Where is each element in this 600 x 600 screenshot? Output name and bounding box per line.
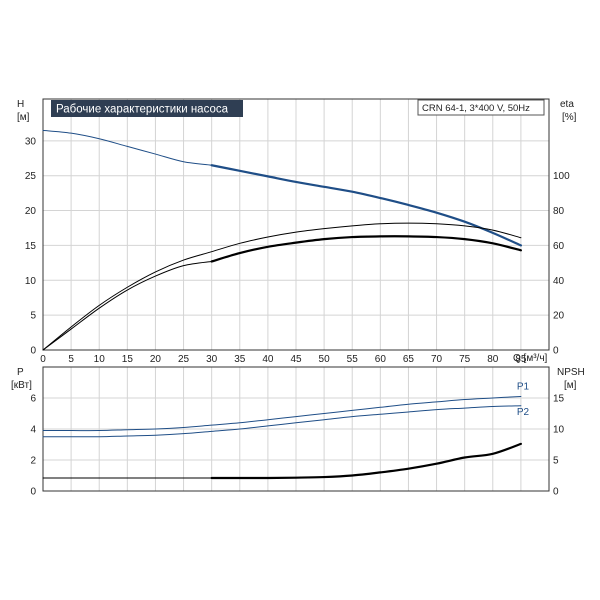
lower-series-label-0: P1 xyxy=(517,381,530,392)
x-tick-label: 20 xyxy=(150,354,162,365)
upper-tick-labels: 0 5 10 15 20 25 30 35 40 45 50 55 60 65 70 75 80 85 0 5 10 15… xyxy=(25,136,570,365)
title-box xyxy=(51,100,243,117)
lower-series-line-0 xyxy=(42,395,522,432)
h-tick-label: 5 xyxy=(30,311,36,322)
x-tick-label: 80 xyxy=(487,354,499,365)
x-tick-label: 0 xyxy=(40,354,46,365)
upper-series-line-2 xyxy=(42,222,522,351)
model-box xyxy=(417,99,545,116)
x-tick-label: 55 xyxy=(347,354,359,365)
eta-axis-label: eta xyxy=(560,99,574,110)
h-tick-label: 15 xyxy=(25,241,37,252)
lower-series: P1 P2 xyxy=(42,381,530,480)
h-tick-label: 25 xyxy=(25,171,37,182)
npsh-axis-label: NPSH xyxy=(557,367,585,378)
x-tick-label: 10 xyxy=(94,354,106,365)
npsh-tick-label: 10 xyxy=(553,425,565,436)
eta-tick-label: 40 xyxy=(553,276,565,287)
p-axis-unit: [кВт] xyxy=(11,380,32,391)
x-tick-label: 50 xyxy=(319,354,331,365)
eta-axis-unit: [%] xyxy=(562,112,577,123)
lower-series-line-3 xyxy=(210,442,522,480)
upper-series-line-3 xyxy=(42,260,213,351)
eta-tick-label: 60 xyxy=(553,241,565,252)
upper-series-line-0 xyxy=(42,129,213,166)
x-tick-label: 30 xyxy=(206,354,218,365)
h-axis-unit: [м] xyxy=(17,112,30,123)
eta-tick-label: 20 xyxy=(553,311,565,322)
lower-series-label-1: P2 xyxy=(517,407,530,418)
npsh-tick-label: 5 xyxy=(553,456,559,467)
upper-series xyxy=(42,129,522,351)
h-axis-label: H xyxy=(17,99,24,110)
npsh-tick-label: 0 xyxy=(553,487,559,498)
upper-plot-grid xyxy=(43,99,549,350)
x-tick-label: 40 xyxy=(262,354,274,365)
eta-tick-label: 0 xyxy=(553,346,559,357)
eta-tick-label: 80 xyxy=(553,206,565,217)
lower-plot-grid xyxy=(43,367,549,491)
h-tick-label: 10 xyxy=(25,276,37,287)
p-axis-label: P xyxy=(17,367,24,378)
upper-series-line-4 xyxy=(210,235,522,263)
x-tick-label: 70 xyxy=(431,354,443,365)
lower-series-line-1 xyxy=(42,405,522,438)
h-tick-label: 20 xyxy=(25,206,37,217)
npsh-tick-label: 15 xyxy=(553,394,565,405)
x-tick-label: 25 xyxy=(178,354,190,365)
p-tick-label: 2 xyxy=(30,456,36,467)
h-tick-label: 0 xyxy=(30,346,36,357)
x-tick-label: 5 xyxy=(68,354,74,365)
upper-plot-frame xyxy=(42,98,550,351)
x-tick-label: 35 xyxy=(234,354,246,365)
model-label: CRN 64-1, 3*400 V, 50Hz xyxy=(422,103,530,114)
x-tick-label: 15 xyxy=(122,354,134,365)
x-tick-label: 85 xyxy=(515,354,527,365)
lower-plot-frame xyxy=(42,366,550,492)
x-tick-label: 45 xyxy=(290,354,302,365)
npsh-axis-unit: [м] xyxy=(564,380,577,391)
p-tick-label: 0 xyxy=(30,487,36,498)
p-tick-label: 4 xyxy=(30,425,36,436)
lower-tick-labels: 0 2 4 6 0 5 10 15 xyxy=(30,394,564,498)
p-tick-label: 6 xyxy=(30,394,36,405)
x-tick-label: 60 xyxy=(375,354,387,365)
eta-tick-label: 100 xyxy=(553,171,570,182)
h-tick-label: 30 xyxy=(25,136,37,147)
chart-title: Рабочие характеристики насоса xyxy=(56,104,229,116)
x-tick-label: 65 xyxy=(403,354,415,365)
upper-series-line-1 xyxy=(210,164,522,247)
x-tick-label: 75 xyxy=(459,354,471,365)
x-axis-label: Q [м³/ч] xyxy=(513,353,548,364)
